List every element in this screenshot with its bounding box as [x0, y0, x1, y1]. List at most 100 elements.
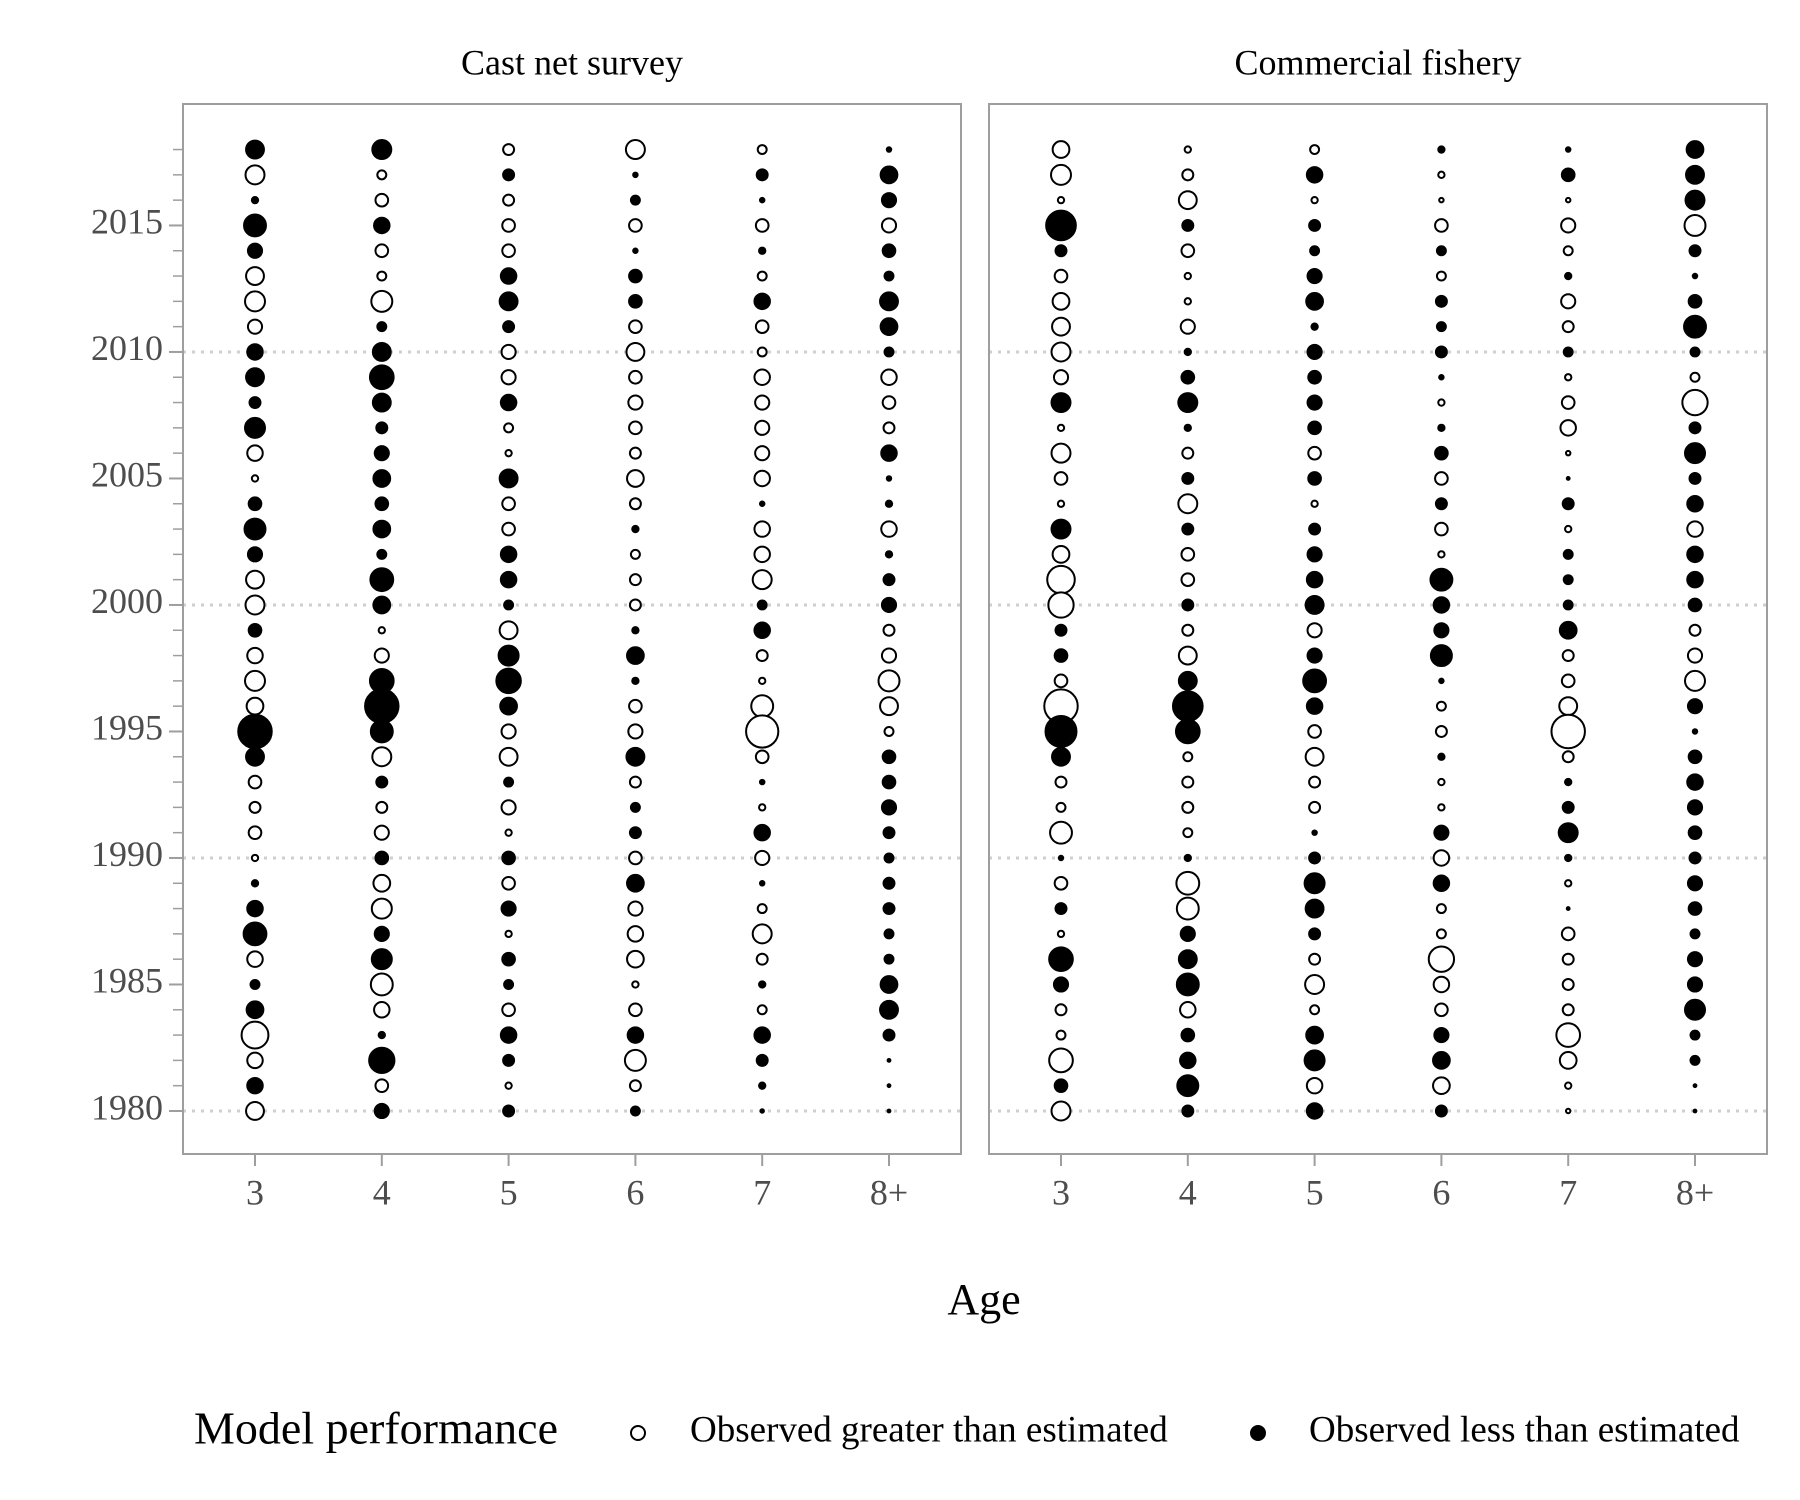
bubble [884, 550, 894, 559]
bubble [1181, 623, 1195, 637]
bubble [886, 1108, 892, 1114]
bubble [886, 1057, 892, 1063]
bubble [759, 1108, 765, 1114]
bubble [1560, 673, 1576, 689]
bubble [1560, 395, 1576, 410]
bubble [247, 774, 263, 790]
y-tick-label: 1985 [91, 961, 163, 1001]
bubble [1306, 267, 1323, 285]
bubble [627, 394, 644, 411]
bubble [758, 676, 767, 686]
bubble [755, 168, 769, 182]
bubble [1562, 574, 1574, 586]
bubble [1302, 668, 1328, 694]
bubble [1435, 700, 1447, 712]
bubble [879, 291, 899, 312]
bubble [1050, 163, 1072, 186]
bubble [1175, 972, 1200, 997]
bubble [246, 343, 264, 361]
bubble [1684, 442, 1706, 465]
bubble [372, 469, 392, 488]
bubble [1434, 1002, 1449, 1018]
bubble [500, 369, 517, 386]
bubble [1304, 746, 1325, 767]
y-tick-label: 2015 [91, 202, 163, 242]
bubble [374, 243, 390, 259]
bubble [1179, 1001, 1197, 1019]
x-tick-label: 3 [1052, 1172, 1070, 1212]
bubble [629, 1105, 641, 1117]
bubble [503, 979, 515, 990]
bubble [1177, 392, 1199, 414]
bubble [880, 596, 898, 614]
bubble [245, 139, 265, 160]
bubble [1561, 800, 1575, 814]
bubble [1308, 522, 1322, 536]
bubble [756, 599, 768, 611]
bubble [1686, 799, 1704, 816]
bubble [498, 291, 519, 312]
bubble [1686, 520, 1704, 538]
bubble [1174, 718, 1201, 745]
bubble [758, 246, 767, 255]
bubble [1050, 392, 1072, 414]
bubble [626, 646, 645, 665]
bubble [1053, 471, 1069, 486]
bubble [879, 165, 899, 185]
bubble [245, 696, 265, 716]
x-tick-label: 4 [1179, 1172, 1197, 1212]
bubble [1689, 928, 1701, 940]
bubble [882, 902, 896, 916]
bubble [1434, 294, 1448, 308]
bubble [756, 1004, 768, 1016]
bubble [1305, 166, 1324, 184]
bubble [628, 826, 642, 840]
bubble [1051, 544, 1071, 564]
bubble [250, 853, 260, 863]
x-tick-label: 6 [1432, 1172, 1450, 1212]
bubble [631, 676, 640, 686]
bubble [1434, 1104, 1448, 1118]
bubble [1045, 209, 1077, 242]
bubble [1056, 499, 1066, 508]
bubble [246, 1051, 264, 1070]
bubble [1175, 896, 1200, 921]
bubble [753, 469, 771, 488]
x-tick-label: 8+ [870, 1172, 908, 1212]
bubble [1687, 901, 1703, 916]
bubble [1177, 670, 1198, 691]
bubble [1561, 978, 1575, 991]
bubble [1687, 749, 1703, 765]
bubble [372, 519, 392, 539]
bubble [880, 217, 898, 234]
bubble [1434, 445, 1449, 461]
bubble [244, 669, 266, 692]
bubble [1438, 677, 1445, 685]
bubble [1051, 140, 1071, 159]
bubble [758, 1081, 767, 1090]
bubble [246, 646, 264, 665]
bubble [1429, 644, 1453, 668]
bubble [1564, 146, 1572, 153]
bubble [1689, 346, 1701, 358]
bubble [1308, 800, 1322, 814]
bubble [880, 520, 898, 538]
bubble [1562, 346, 1574, 358]
bubble [883, 346, 895, 358]
bubble [758, 880, 766, 887]
bubble [1685, 140, 1705, 159]
bubble [245, 569, 265, 590]
legend-label: Observed greater than estimated [690, 1409, 1168, 1450]
bubble [503, 599, 515, 611]
bubble [758, 980, 767, 989]
bubble [504, 929, 513, 939]
bubble [1432, 975, 1451, 994]
bubble [627, 900, 644, 917]
bubble [1686, 951, 1704, 968]
bubble [373, 925, 390, 942]
bubble [1307, 471, 1322, 486]
bubble [1305, 1025, 1324, 1045]
bubble [753, 823, 771, 842]
bubble [246, 1076, 264, 1095]
bubble [1044, 714, 1078, 748]
